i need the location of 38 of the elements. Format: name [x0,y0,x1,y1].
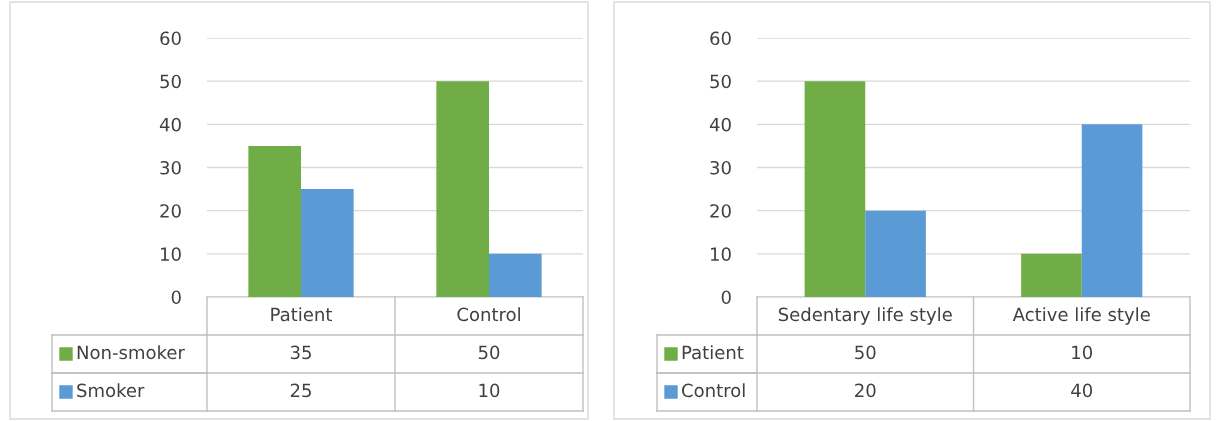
x-tick-label: Sedentary life style [778,307,952,325]
y-tick-label: 60 [710,31,731,46]
bar [865,210,926,297]
legend-label: Control [682,383,745,398]
y-tick-label: 10 [711,247,731,261]
bar [436,81,489,297]
x-tick-label: Active life style [1012,307,1150,325]
bar [804,81,866,297]
y-tick-label: 50 [710,74,731,89]
y-tick-label: 10 [161,247,181,261]
y-tick-label: 30 [710,160,731,175]
y-tick-label: 0 [171,290,181,305]
y-tick-label: 30 [160,160,181,175]
bar [248,145,301,297]
data-label: 20 [855,383,876,398]
x-tick-label: Control [457,307,520,322]
data-label: 40 [1071,383,1093,398]
data-label: 10 [479,383,500,398]
y-tick-label: 40 [159,117,181,132]
legend-label: Patient [682,345,744,360]
bar [1021,253,1082,297]
legend-label: Non-smoker [77,345,185,360]
bar [489,253,542,297]
y-tick-label: 20 [160,204,181,218]
data-label: 50 [855,345,876,360]
data-label: 50 [478,345,500,360]
data-label: 10 [1072,345,1093,360]
y-tick-label: 20 [710,204,731,218]
x-tick-label: Patient [271,307,332,322]
y-tick-label: 40 [709,117,731,132]
y-tick-label: 60 [160,31,181,46]
data-label: 25 [290,383,311,398]
bar [1081,124,1143,297]
bar [301,189,354,297]
y-tick-label: 0 [721,290,731,305]
legend-label: Smoker [77,383,145,398]
data-label: 35 [290,345,311,360]
y-tick-label: 50 [160,74,181,89]
